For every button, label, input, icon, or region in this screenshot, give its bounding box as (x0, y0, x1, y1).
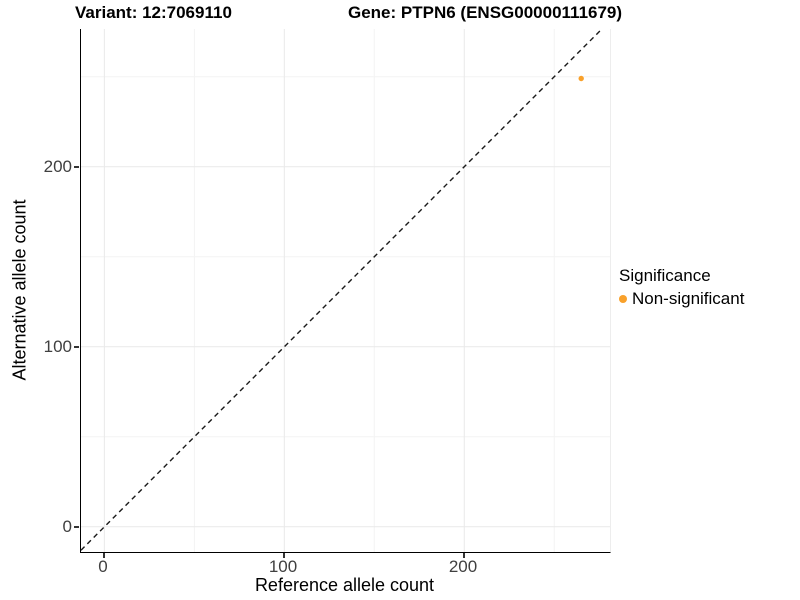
legend-item-label: Non-significant (632, 289, 745, 308)
x-tick-mark (463, 553, 465, 558)
legend-item: Non-significant (619, 289, 744, 309)
x-tick-label: 200 (448, 557, 478, 576)
identity-reference-line (80, 28, 603, 551)
x-tick-label: 0 (98, 557, 108, 576)
plot-title-gene: Gene: PTPN6 (ENSG00000111679) (348, 3, 623, 22)
data-point (578, 75, 584, 82)
x-tick-mark (283, 553, 285, 558)
legend-point-icon (619, 295, 627, 303)
y-tick-label: 0 (62, 517, 72, 536)
y-tick-mark (74, 346, 79, 348)
y-tick-mark (74, 166, 79, 168)
legend-title: Significance (619, 266, 711, 285)
y-axis-title: Alternative allele count (9, 199, 30, 381)
x-axis-title: Reference allele count (254, 575, 435, 595)
y-tick-mark (74, 526, 79, 528)
y-tick-label: 100 (43, 337, 72, 356)
y-tick-label: 200 (43, 157, 72, 176)
x-tick-mark (103, 553, 105, 558)
x-tick-label: 100 (268, 557, 298, 576)
plot-panel (80, 28, 611, 553)
legend: Significance Non-significant (619, 266, 744, 309)
chart-canvas (80, 28, 610, 552)
plot-title-variant: Variant: 12:7069110 (75, 3, 232, 22)
